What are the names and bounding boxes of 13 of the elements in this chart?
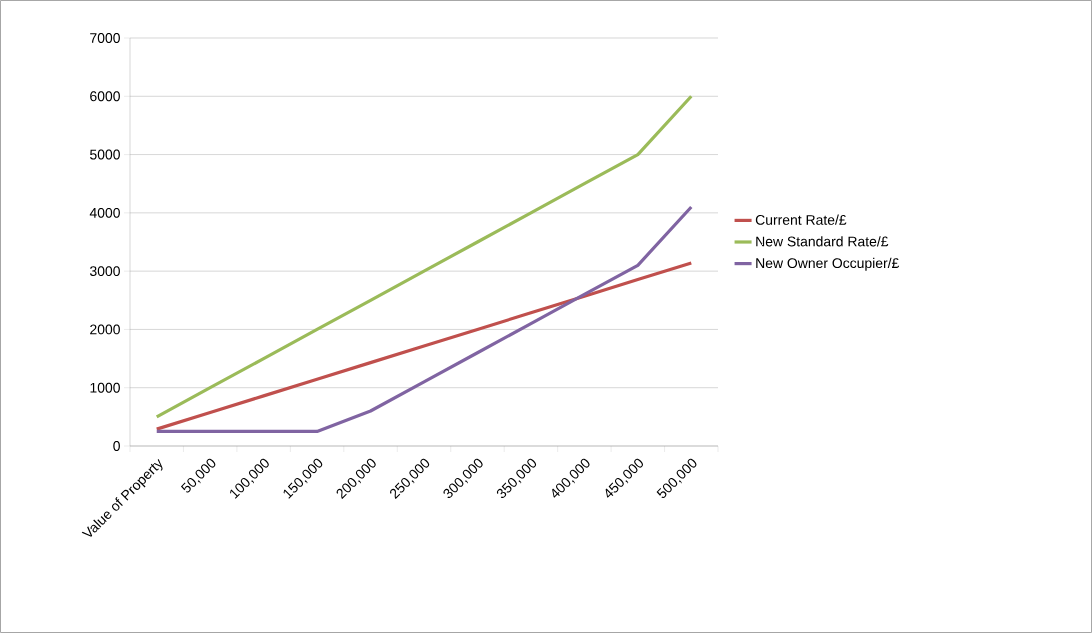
legend-label: New Standard Rate/£ bbox=[756, 236, 889, 247]
legend-label: Current Rate/£ bbox=[755, 214, 847, 225]
y-tick-label: 3000 bbox=[89, 266, 120, 277]
y-tick-label: 7000 bbox=[90, 33, 120, 43]
y-tick-label: 4000 bbox=[89, 207, 120, 218]
y-tick-label: 1000 bbox=[90, 382, 120, 393]
line-series bbox=[155, 261, 693, 431]
y-tick-label: 6000 bbox=[90, 91, 120, 102]
y-tick-label: 0 bbox=[113, 441, 120, 451]
y-tick-label: 5000 bbox=[90, 149, 120, 160]
y-tick-label: 2000 bbox=[90, 324, 120, 335]
line-series bbox=[155, 94, 693, 419]
legend-label: New Owner Occupier/£ bbox=[756, 257, 900, 271]
